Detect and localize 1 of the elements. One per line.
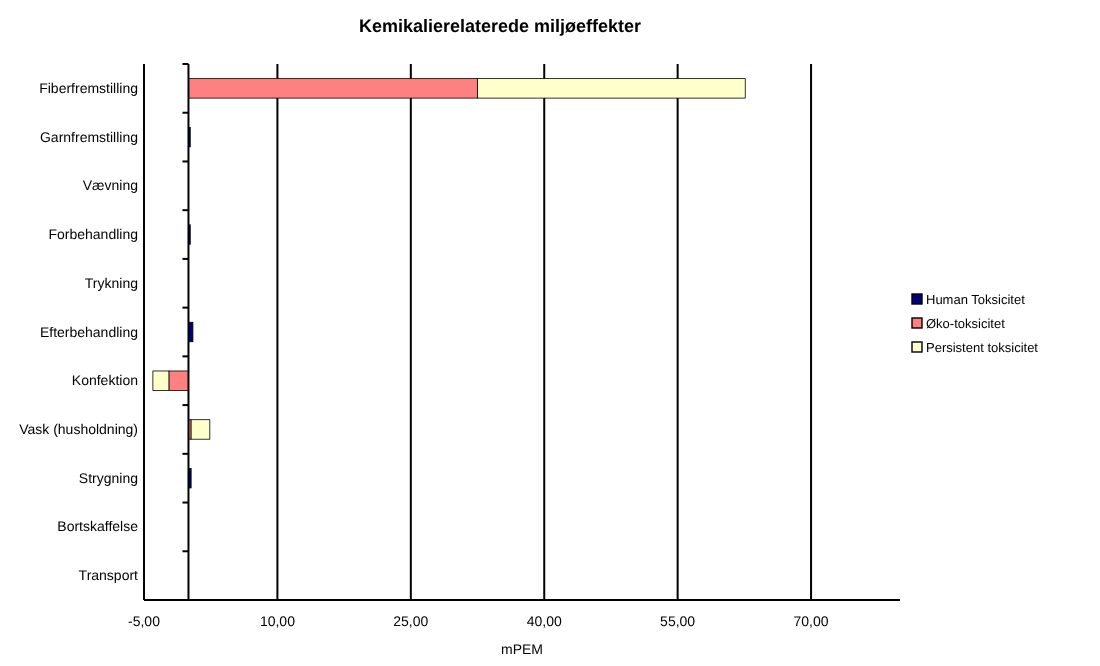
- chart-title: Kemikalierelaterede miljøeffekter: [358, 16, 643, 36]
